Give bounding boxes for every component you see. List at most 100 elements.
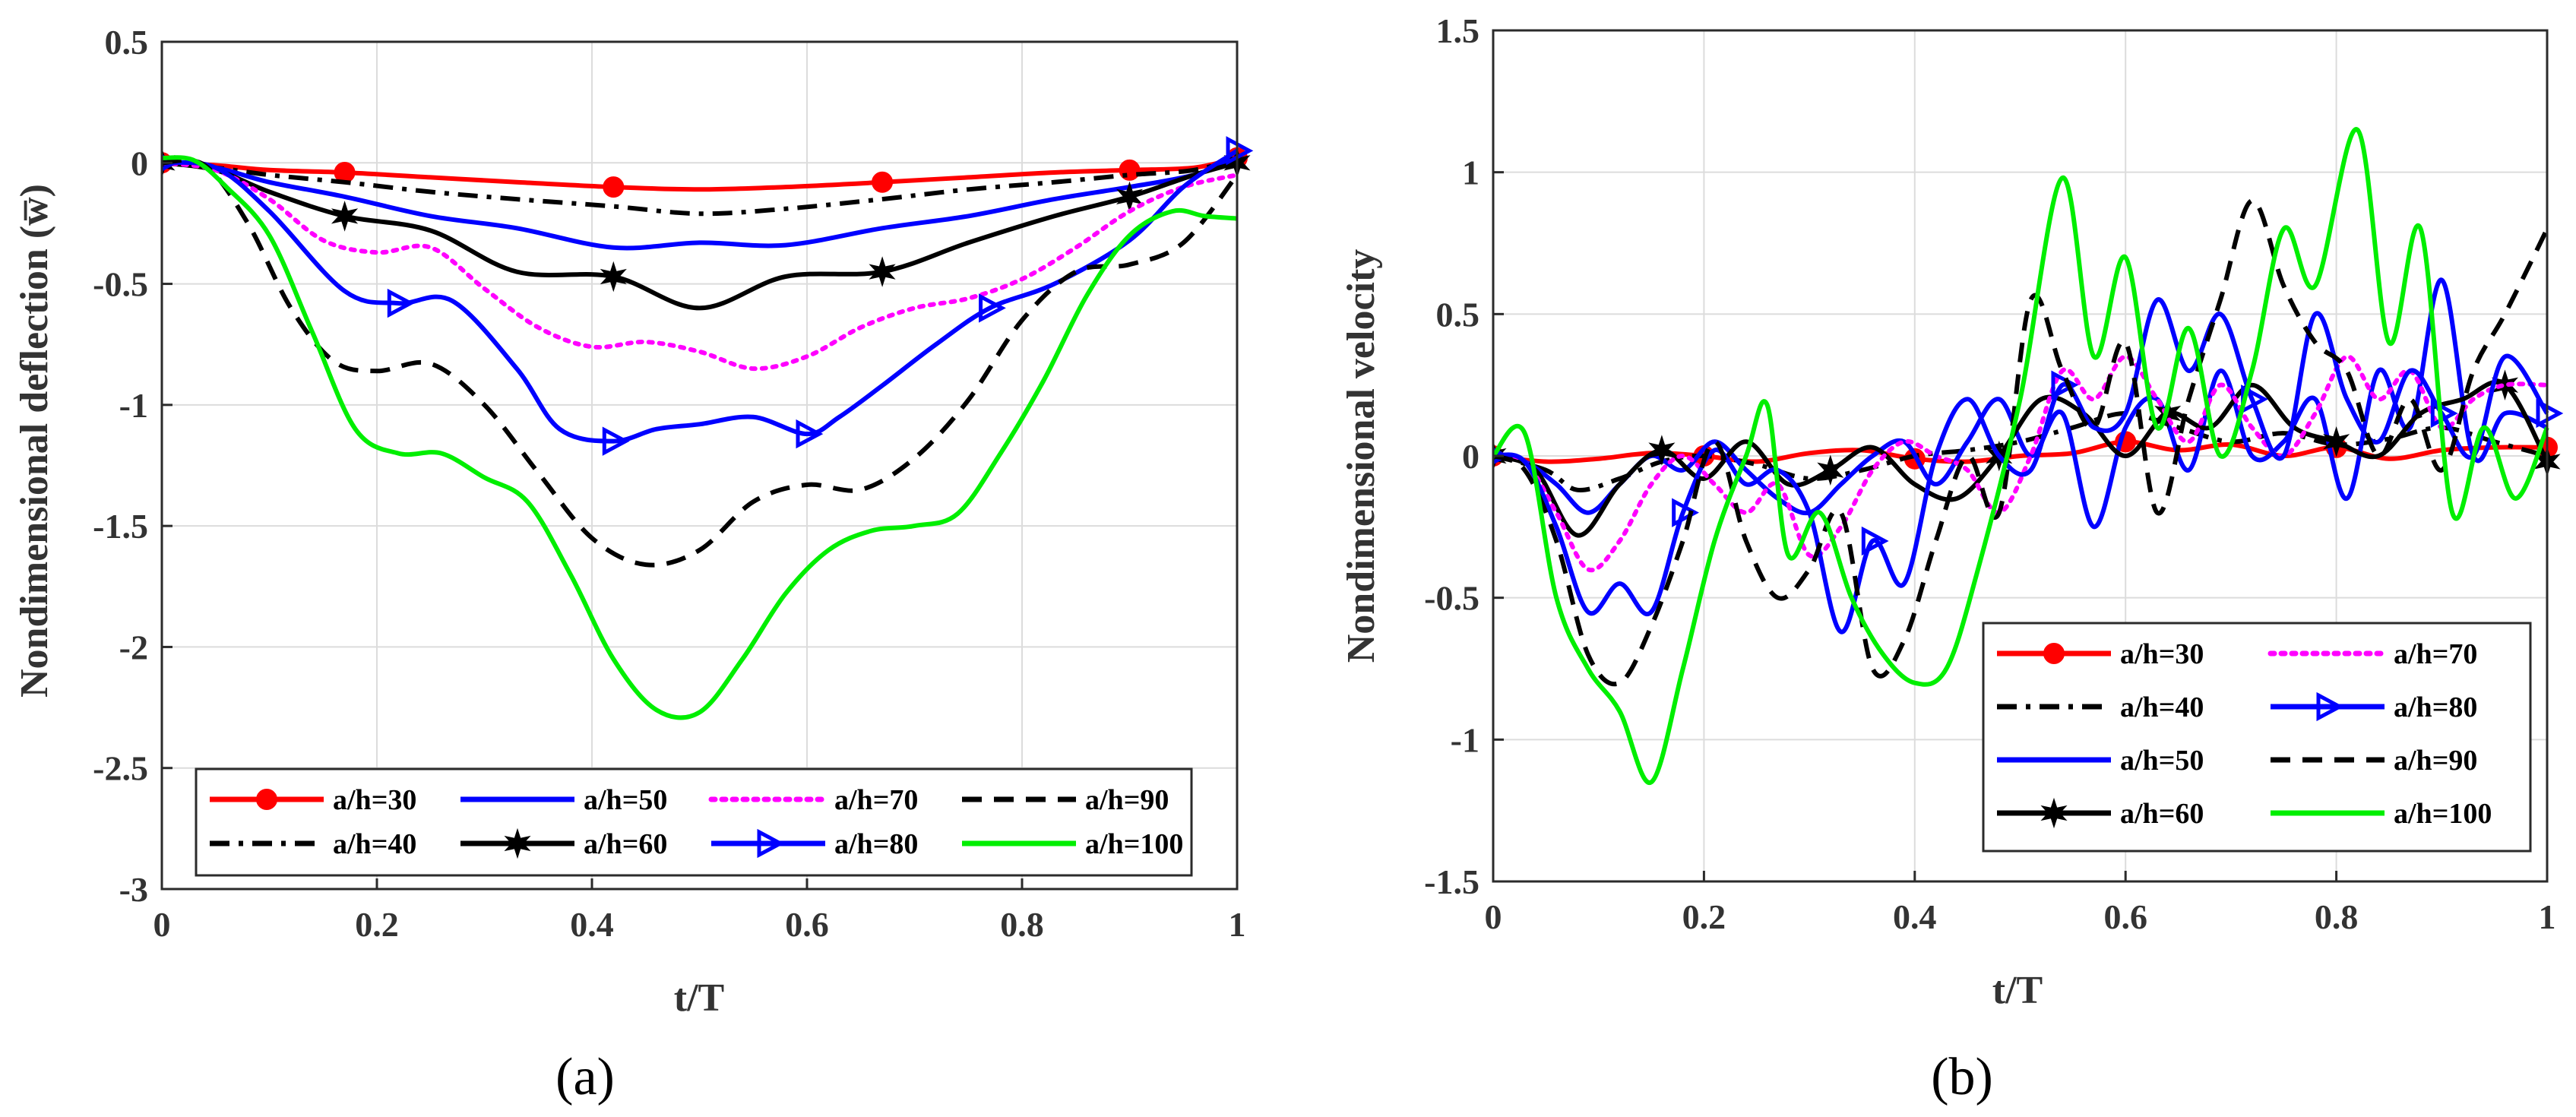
panel-a-marker-a-h-30-12 (1119, 159, 1141, 181)
panel-a-marker-a-h-80-12 (796, 419, 824, 449)
panel-a-marker-a-h-60-9 (869, 256, 896, 287)
panel-b-ylabel: Nondimensional velocity (1340, 249, 1383, 663)
panel-a-series-line-a-h-80 (162, 148, 1239, 444)
panel-b-legend-marker-a-h-30 (2043, 643, 2065, 664)
panel-a-xlabel: t/T (674, 976, 724, 1020)
panel-a-plot-background (162, 42, 1237, 889)
panel-a-legend-label-a-h-80: a/h=80 (834, 828, 918, 860)
panel-a-marker-a-h-30-9 (872, 171, 894, 193)
panel-a-marker-a-h-30-6 (603, 176, 625, 198)
panel-a-legend-label-a-h-100: a/h=100 (1085, 828, 1183, 860)
panel-a-ytick-label-3: -1.5 (93, 507, 148, 546)
panel-a-ytick-label-5: -0.5 (93, 265, 148, 304)
panel-b-xtick-label-5: 1 (2539, 897, 2556, 936)
panel-a-xtick-label-0: 0 (153, 905, 171, 944)
panel-b-legend-label-a-h-60: a/h=60 (2120, 798, 2204, 830)
panel-a-marker-a-h-60-3 (331, 201, 359, 232)
panel-a-caption: (a) (555, 1048, 615, 1106)
panel-a-plot-area: 0 0.2 0.4 0.6 0.8 1 -3 -2.5 -2 -1.5 -1 -0.5 0 0.5 a/h=… (93, 23, 1254, 944)
panel-a-xtick-label-2: 0.4 (570, 905, 614, 944)
panel-a-ytick-label-6: 0 (131, 144, 148, 182)
panel-b-xtick-label-0: 0 (1485, 897, 1502, 936)
panel-b-legend: a/h=30 a/h=40 a/h=50 a/h=60 a/h=70 a/h=80 a/h=… (1982, 622, 2532, 853)
panel-a-marker-a-h-60-6 (600, 261, 627, 293)
panel-b-xlabel: t/T (1992, 969, 2043, 1012)
panel-a-legend-label-a-h-90: a/h=90 (1085, 784, 1169, 816)
panel-a-ylabel-group: Nondimensional deflection (w̅) (13, 184, 56, 698)
panel-a-series-group (162, 136, 1254, 720)
panel-b-legend-label-a-h-100: a/h=100 (2394, 798, 2492, 830)
panel-a-legend: a/h=30 a/h=40 a/h=50 a/h=60 a/h=70 a/h=80 a/h=… (195, 767, 1193, 877)
panel-a-series-line-a-h-50 (162, 156, 1239, 251)
panel-a-marker-a-h-80-20 (1226, 136, 1254, 166)
panel-a-deflection-chart: Nondimensional deflection (w̅) t/T (a) 0… (13, 23, 1254, 1106)
panel-b-marker-a-h-80-6 (1672, 498, 1699, 527)
panel-b-xtick-label-2: 0.4 (1893, 897, 1937, 936)
panel-a-legend-box (195, 767, 1193, 877)
panel-b-plot-area: 0 0.2 0.4 0.6 0.8 1-1.5-1-0.500.511.5a/h=30a/… (1424, 11, 2564, 936)
panel-a-ylabel: Nondimensional deflection (w̅) (13, 184, 56, 698)
panel-a-xtick-label-1: 0.2 (355, 905, 399, 944)
panel-b-legend-label-a-h-30: a/h=30 (2120, 638, 2204, 670)
panel-b-velocity-chart: Nondimensional velocity t/T (b) 0 0.2 0.4 0… (1340, 11, 2564, 1106)
panel-a-legend-label-a-h-50: a/h=50 (584, 784, 667, 816)
panel-b-legend-label-a-h-50: a/h=50 (2120, 745, 2204, 777)
panel-b-series-line-a-h-70 (1493, 354, 2549, 573)
panel-b-marker-a-h-60-20 (2323, 426, 2350, 457)
panel-b-marker-a-h-60-8 (1817, 454, 1844, 486)
panel-a-xtick-label-4: 0.8 (1000, 905, 1044, 944)
panel-b-ylabel-group: Nondimensional velocity (1340, 249, 1383, 663)
panel-a-legend-label-a-h-60: a/h=60 (584, 828, 667, 860)
panel-a-ytick-label-0: -3 (119, 870, 148, 909)
panel-a-legend-marker-a-h-80 (757, 828, 785, 859)
panel-b-ytick-label-6: 1.5 (1436, 11, 1480, 50)
panel-b-series-line-a-h-100 (1493, 127, 2549, 785)
panel-a-marker-a-h-80-16 (979, 293, 1006, 323)
panel-a-series-line-a-h-100 (162, 155, 1238, 720)
panel-a-ytick-label-4: -1 (119, 386, 148, 425)
panel-b-caption: (b) (1931, 1048, 1993, 1106)
panel-b-ytick-label-4: 0.5 (1436, 295, 1480, 334)
panel-a-series-line-a-h-40 (162, 156, 1238, 217)
panel-b-xtick-label-1: 0.2 (1682, 897, 1726, 936)
panel-b-marker-a-h-80-30 (2430, 398, 2458, 429)
panel-a-ytick-label-2: -2 (119, 628, 148, 666)
panel-a-marker-a-h-80-4 (387, 288, 415, 318)
panel-a-ytick-label-7: 0.5 (105, 23, 149, 62)
panel-a-legend-marker-a-h-30 (256, 789, 277, 810)
panel-a-series-line-a-h-60 (162, 160, 1238, 311)
panel-a-ytick-label-1: -2.5 (93, 749, 148, 788)
panel-b-series-line-a-h-80 (1493, 297, 2549, 634)
panel-b-xtick-label-4: 0.8 (2315, 897, 2359, 936)
panel-b-legend-label-a-h-40: a/h=40 (2120, 691, 2204, 723)
panel-a-axes-frame (160, 40, 1239, 891)
panel-b-series-group (1493, 127, 2564, 785)
panel-b-marker-a-h-80-33 (2536, 398, 2564, 429)
panel-b-marker-a-h-80-12 (1861, 526, 1889, 556)
panel-a-legend-marker-a-h-60 (504, 827, 531, 859)
panel-b-ytick-label-1: -1 (1451, 720, 1479, 759)
panel-a-xtick-label-3: 0.6 (785, 905, 829, 944)
panel-b-marker-a-h-80-18 (2051, 370, 2079, 400)
panel-b-xtick-label-3: 0.6 (2103, 897, 2147, 936)
panel-b-legend-marker-a-h-80 (2316, 691, 2344, 722)
panel-b-series-line-a-h-40 (1493, 411, 2548, 492)
panel-a-legend-label-a-h-70: a/h=70 (834, 784, 918, 816)
panel-b-ytick-label-2: -0.5 (1424, 579, 1479, 618)
panel-b-ytick-label-5: 1 (1462, 153, 1479, 192)
panel-b-marker-a-h-60-4 (1648, 435, 1676, 466)
panel-b-legend-label-a-h-80: a/h=80 (2394, 691, 2477, 723)
panel-b-legend-marker-a-h-60 (2040, 797, 2068, 829)
panel-a-legend-label-a-h-40: a/h=40 (333, 828, 416, 860)
panel-a-legend-label-a-h-30: a/h=30 (333, 784, 416, 816)
panel-b-legend-label-a-h-70: a/h=70 (2394, 638, 2477, 670)
panel-a-series-line-a-h-30 (162, 155, 1238, 192)
panel-b-ytick-label-0: -1.5 (1424, 862, 1479, 901)
panel-a-series-line-a-h-90 (162, 157, 1239, 568)
panel-a-series-line-a-h-70 (162, 160, 1239, 372)
panel-a-xtick-label-5: 1 (1229, 905, 1246, 944)
panel-a-marker-a-h-80-8 (602, 426, 630, 456)
panel-b-legend-label-a-h-90: a/h=90 (2394, 745, 2477, 777)
panel-b-ytick-label-3: 0 (1462, 437, 1479, 476)
